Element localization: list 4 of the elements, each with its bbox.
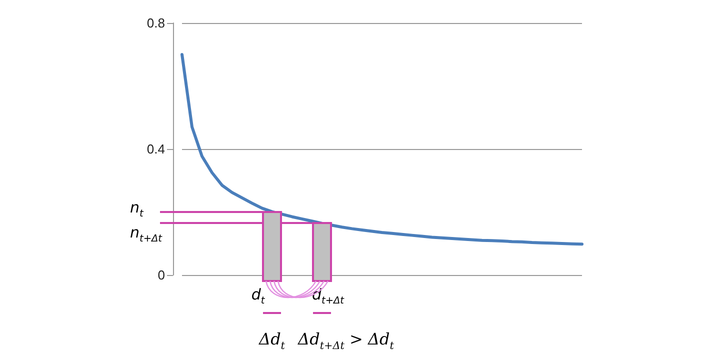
y-tick-label: 0 — [158, 268, 165, 282]
line-series — [180, 53, 584, 246]
y-tick-label: 0.8 — [146, 16, 165, 30]
y-tick-label: 0.4 — [146, 142, 165, 156]
